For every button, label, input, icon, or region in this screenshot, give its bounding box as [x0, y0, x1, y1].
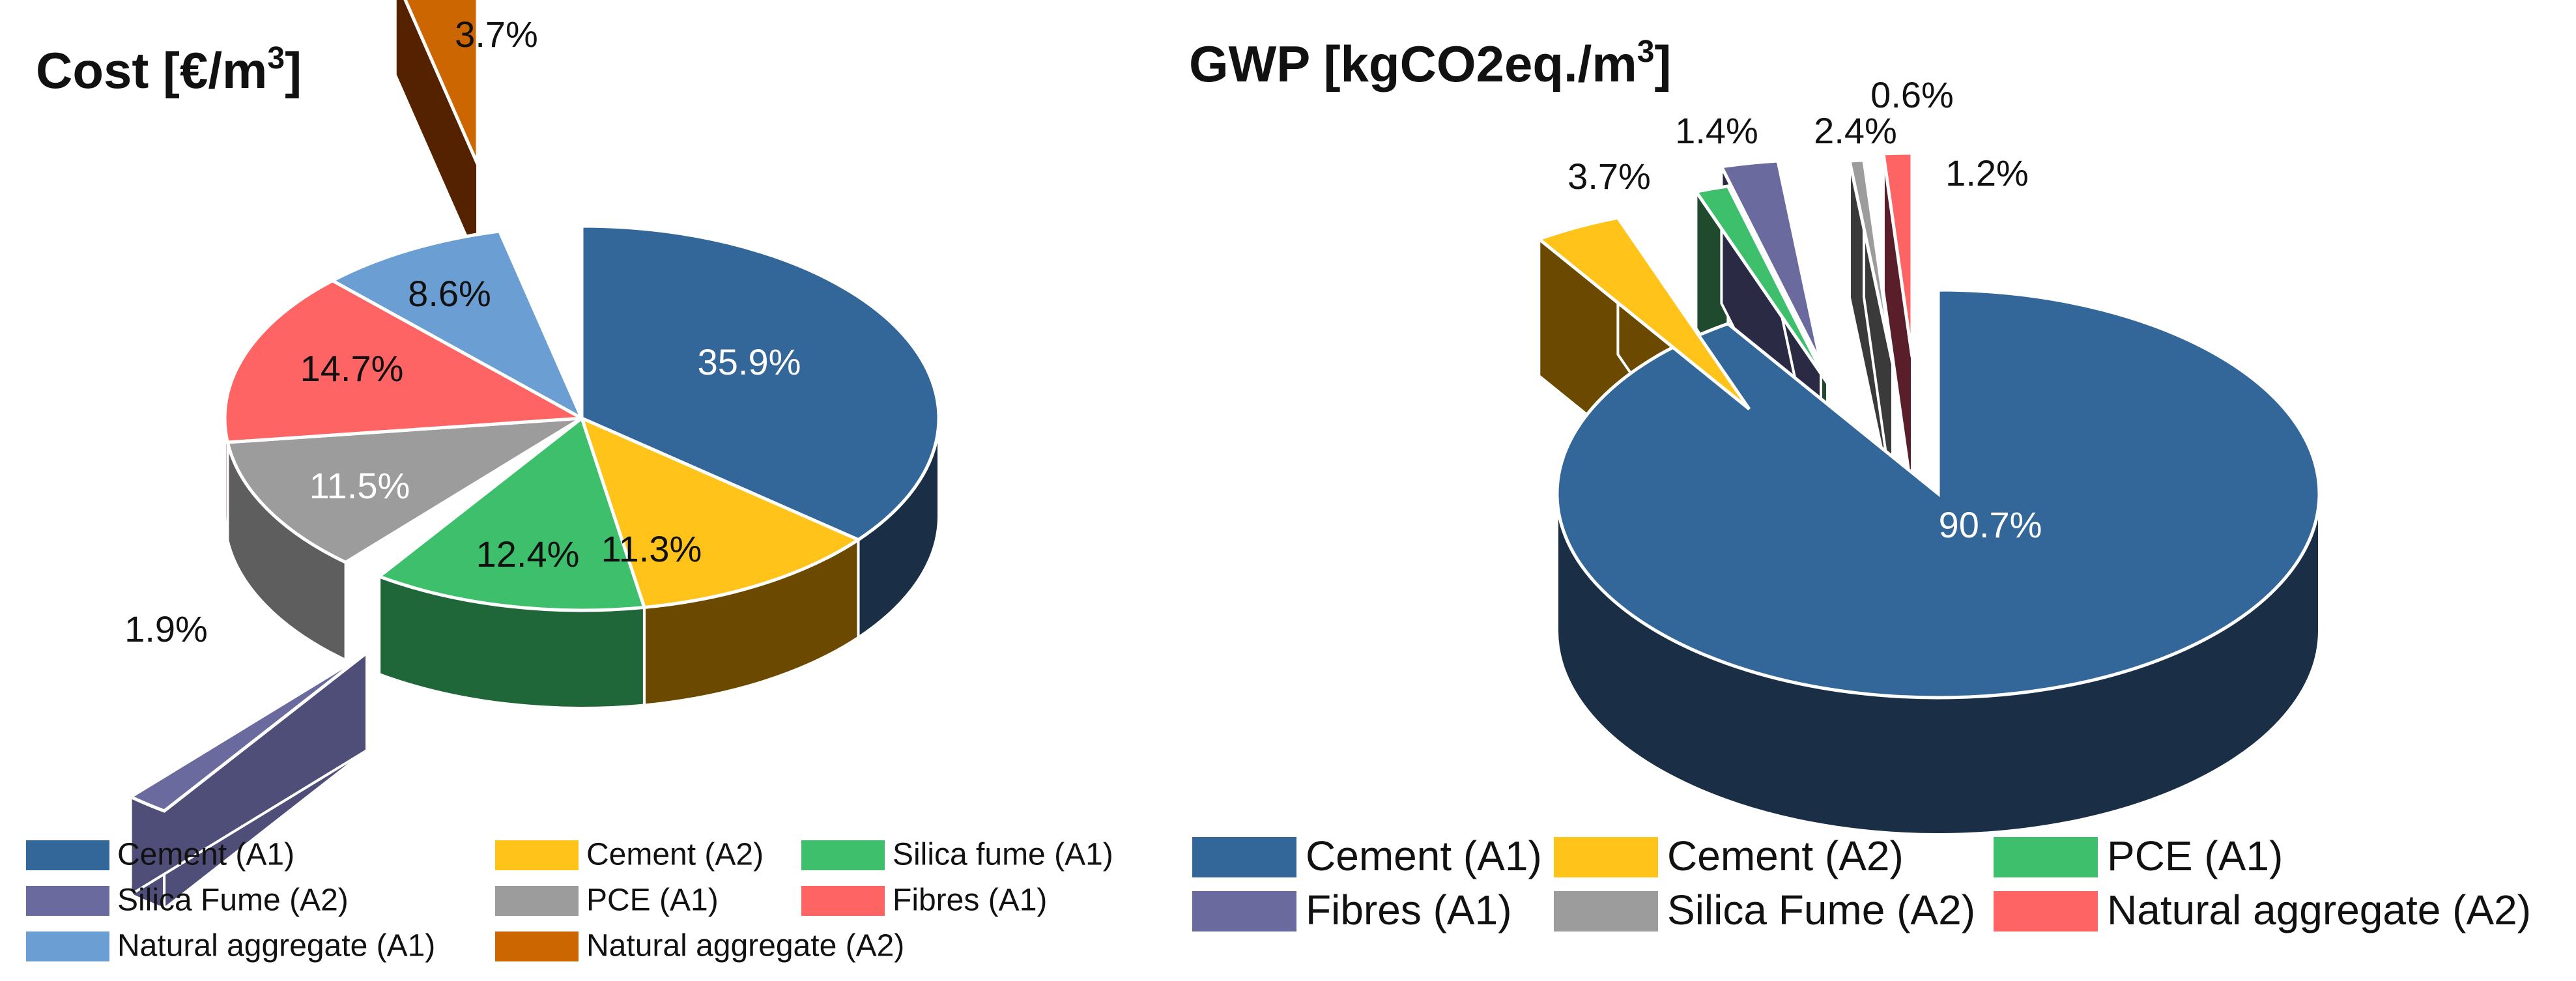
gwp-slice-fibres-a1	[1719, 159, 1823, 365]
gwp-label-silica-fume-a2: 0.6%	[1870, 74, 1954, 115]
legend-gwp-swatch-cement-a2	[1554, 837, 1658, 877]
cost-slice-natural-aggregate-a1	[329, 229, 586, 422]
legend-cost-label-natural-aggregate-a1: Natural aggregate (A1)	[117, 929, 435, 963]
gwp-legend: Cement (A1) Cement (A2) PCE (A1) Fibres (A1…	[1192, 832, 2531, 933]
legend-gwp-label-cement-a2: Cement (A2)	[1667, 832, 1904, 879]
legend-gwp-label-fibres-a1: Fibres (A1)	[1306, 887, 1512, 933]
legend-cost-swatch-pce-a1	[495, 886, 579, 916]
cost-pie-labels: 35.9% 11.3% 12.4% 1.9% 11.5% 14.7%8.6% 3.7%	[124, 14, 801, 649]
gwp-label-cement-a2: 3.7%	[1567, 156, 1651, 197]
gwp-label-pce-a1: 1.4%	[1675, 110, 1758, 151]
cost-slice-fibres-a1	[223, 278, 588, 444]
cost-label-silica-fume-a2: 1.9%	[124, 608, 208, 649]
cost-slice-pce-a1	[225, 416, 583, 565]
legend-gwp-swatch-silica-fume-a2	[1554, 891, 1658, 931]
legend-cost-label-cement-a1: Cement (A1)	[117, 838, 294, 872]
gwp-pie-chart: GWP [kgCO2eq./m3] 90.7% 3.7% 1.4% 2.4%0.6% 1…	[1189, 35, 2321, 836]
gwp-chart-title: GWP [kgCO2eq./m3]	[1189, 35, 1671, 92]
gwp-slice-natural-aggregate-a2	[1882, 151, 1914, 358]
gwp-label-fibres-a1: 2.4%	[1814, 110, 1897, 151]
legend-gwp-swatch-natural-aggregate-a2	[1994, 891, 2098, 931]
legend-cost-swatch-cement-a2	[495, 840, 579, 870]
legend-gwp-swatch-cement-a1	[1192, 837, 1296, 877]
legend-cost-label-fibres-a1: Fibres (A1)	[893, 883, 1047, 918]
cost-label-cement-a1: 35.9%	[698, 341, 801, 382]
legend-cost-swatch-natural-aggregate-a2	[495, 931, 579, 961]
legend-cost-swatch-cement-a1	[26, 840, 109, 870]
cost-slice-silica-fume-a2	[127, 651, 368, 813]
cost-legend: Cement (A1) Cement (A2) Silica fume (A1) Si…	[26, 838, 1113, 963]
gwp-pie-labels: 90.7% 3.7% 1.4% 2.4%0.6% 1.2%	[1567, 74, 2042, 545]
cost-pie-tops	[127, 0, 941, 813]
cost-slice-silica-fume-a1	[376, 415, 647, 612]
legend-cost-swatch-natural-aggregate-a1	[26, 931, 109, 961]
cost-slice-cement-a2	[579, 415, 862, 610]
legend-gwp-swatch-pce-a1	[1994, 837, 2098, 877]
cost-pie-sides	[129, 0, 940, 912]
legend-gwp-label-cement-a1: Cement (A1)	[1306, 832, 1542, 879]
gwp-slice-silica-fume-a2	[1847, 158, 1895, 364]
legend-gwp-label-silica-fume-a2: Silica Fume (A2)	[1667, 887, 1975, 933]
legend-cost-label-silica-fume-a2: Silica Fume (A2)	[117, 883, 349, 918]
legend-cost-swatch-silica-fume-a2	[26, 886, 109, 916]
legend-cost-label-natural-aggregate-a2: Natural aggregate (A2)	[586, 929, 904, 963]
legend-cost-label-pce-a1: PCE (A1)	[586, 883, 719, 918]
legend-cost-label-cement-a2: Cement (A2)	[586, 838, 764, 872]
cost-label-natural-aggregate-a2: 3.7%	[455, 14, 538, 55]
cost-label-silica-fume-a1: 12.4%	[476, 533, 580, 575]
gwp-label-natural-aggregate-a2: 1.2%	[1945, 152, 2029, 193]
cost-chart-title: Cost [€/m3]	[36, 41, 302, 99]
gwp-label-cement-a1: 90.7%	[1939, 504, 2042, 545]
cost-label-pce-a1: 11.5%	[309, 465, 410, 506]
legend-gwp-swatch-fibres-a1	[1192, 891, 1296, 931]
gwp-pie-tops	[1536, 151, 2321, 700]
gwp-slice-cement-a1	[1555, 288, 2321, 700]
cost-label-cement-a2: 11.3%	[601, 528, 702, 569]
legend-cost-swatch-fibres-a1	[801, 886, 885, 916]
cost-slice-natural-aggregate-a2	[403, 0, 479, 165]
legend-cost-swatch-silica-fume-a1	[801, 840, 885, 870]
gwp-slice-pce-a1	[1693, 184, 1829, 384]
cost-pie-chart: Cost [€/m3] 35.9% 11.3% 12.4% 1.9% 11.5% 14.7…	[36, 0, 941, 912]
gwp-slice-cement-a2	[1536, 216, 1751, 410]
cost-label-fibres-a1: 14.7%	[300, 348, 404, 389]
legend-gwp-label-natural-aggregate-a2: Natural aggregate (A2)	[2107, 887, 2531, 933]
cost-slice-cement-a1	[580, 224, 941, 542]
legend-gwp-label-pce-a1: PCE (A1)	[2107, 832, 2283, 879]
legend-cost-label-silica-fume-a1: Silica fume (A1)	[893, 838, 1113, 872]
cost-label-natural-aggregate-a1: 8.6%	[408, 273, 491, 314]
